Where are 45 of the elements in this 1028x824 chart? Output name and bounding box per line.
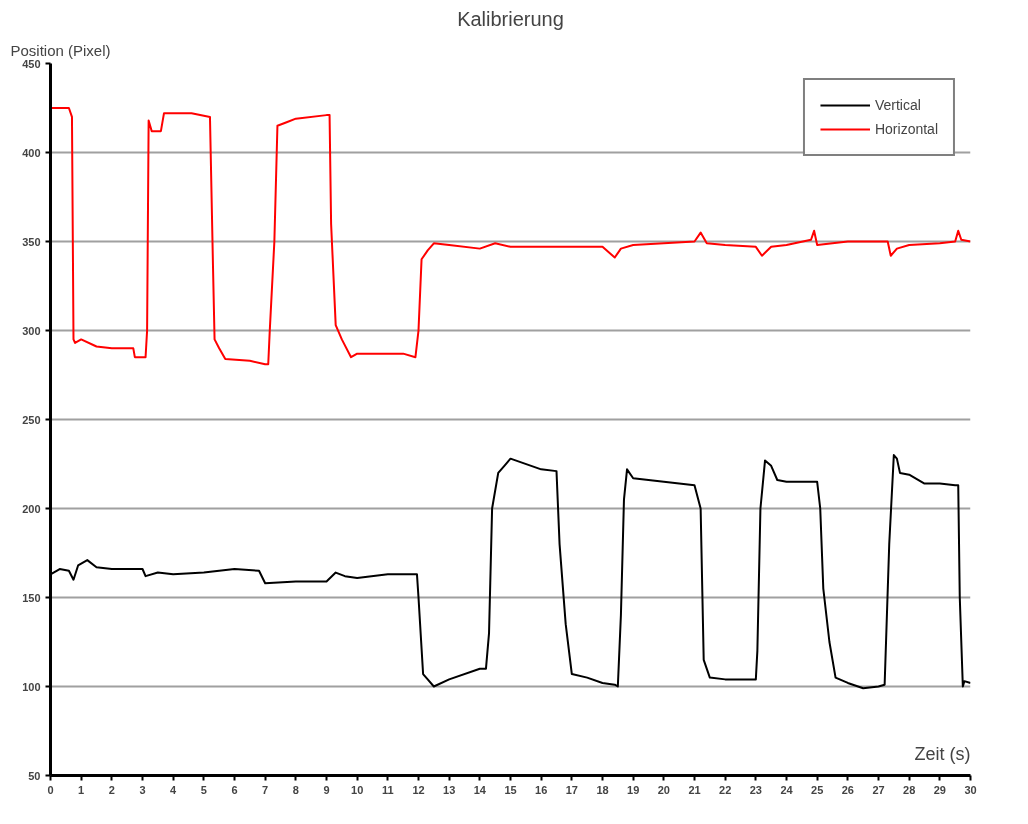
- x-tick-label: 29: [933, 783, 946, 796]
- legend-label: Vertical: [874, 97, 921, 113]
- x-tick-label: 26: [841, 783, 854, 796]
- x-tick-label: 14: [473, 783, 487, 796]
- x-tick-label: 23: [749, 783, 762, 796]
- x-tick-label: 12: [412, 783, 425, 796]
- legend-label: Horizontal: [874, 121, 938, 137]
- x-tick-label: 5: [200, 783, 207, 796]
- x-tick-label: 19: [627, 783, 640, 796]
- y-axis-title: Position (Pixel): [10, 41, 111, 59]
- y-tick-label: 350: [22, 235, 41, 248]
- x-tick-label: 10: [351, 783, 364, 796]
- x-tick-label: 20: [657, 783, 670, 796]
- y-tick-label: 250: [22, 413, 41, 426]
- x-axis-title: Zeit (s): [914, 743, 971, 764]
- x-tick-label: 30: [964, 783, 977, 796]
- x-tick-label: 25: [811, 783, 824, 796]
- x-tick-label: 17: [565, 783, 578, 796]
- x-tick-label: 13: [443, 783, 456, 796]
- y-tick-label: 50: [28, 769, 41, 782]
- y-tick-label: 150: [22, 591, 41, 604]
- x-tick-label: 6: [231, 783, 238, 796]
- x-tick-label: 21: [688, 783, 701, 796]
- x-tick-label: 4: [170, 783, 178, 796]
- y-tick-label: 200: [22, 502, 41, 515]
- x-tick-label: 16: [535, 783, 548, 796]
- x-tick-label: 15: [504, 783, 517, 796]
- x-tick-label: 7: [262, 783, 269, 796]
- y-tick-label: 100: [22, 680, 41, 693]
- x-tick-label: 22: [719, 783, 732, 796]
- x-tick-label: 28: [903, 783, 916, 796]
- x-tick-label: 3: [139, 783, 146, 796]
- y-tick-label: 450: [22, 57, 41, 70]
- x-tick-label: 18: [596, 783, 609, 796]
- x-tick-label: 9: [323, 783, 330, 796]
- y-tick-label: 300: [22, 324, 41, 337]
- x-tick-label: 1: [78, 783, 85, 796]
- x-tick-label: 24: [780, 783, 794, 796]
- chart-title: Kalibrierung: [457, 7, 564, 30]
- x-tick-label: 8: [292, 783, 299, 796]
- x-tick-label: 11: [382, 783, 394, 796]
- x-tick-label: 27: [872, 783, 885, 796]
- y-tick-label: 400: [22, 146, 41, 159]
- x-tick-label: 0: [47, 783, 54, 796]
- x-tick-label: 2: [108, 783, 115, 796]
